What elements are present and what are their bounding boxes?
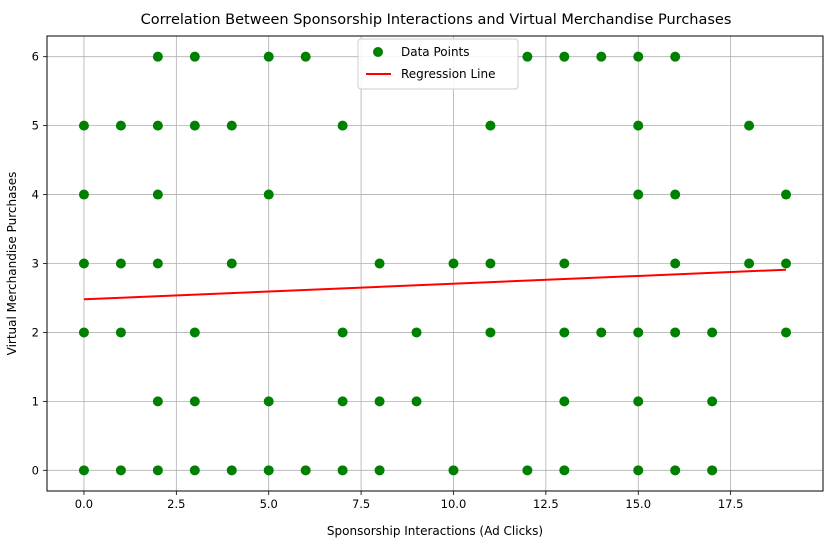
legend-label-regression-line: Regression Line: [401, 67, 495, 81]
data-point: [152, 396, 163, 407]
x-tick-label: 17.5: [718, 497, 744, 511]
data-point: [559, 396, 570, 407]
data-point: [707, 396, 718, 407]
data-point: [559, 258, 570, 269]
data-point: [226, 120, 237, 131]
data-point: [152, 189, 163, 200]
data-point: [781, 258, 792, 269]
data-point: [707, 327, 718, 338]
data-point: [226, 258, 237, 269]
data-point: [115, 327, 126, 338]
legend: Data Points Regression Line: [357, 38, 519, 90]
data-point: [263, 465, 274, 476]
y-tick-label: 1: [32, 394, 39, 408]
y-tick-label: 3: [32, 257, 39, 271]
data-point: [448, 465, 459, 476]
data-point: [115, 465, 126, 476]
legend-label-data-points: Data Points: [401, 45, 470, 59]
data-point: [374, 465, 385, 476]
data-point: [485, 327, 496, 338]
data-point: [522, 51, 533, 62]
data-point: [263, 51, 274, 62]
data-point: [559, 51, 570, 62]
data-point: [152, 465, 163, 476]
data-point: [670, 327, 681, 338]
data-point: [448, 258, 459, 269]
data-point: [596, 327, 607, 338]
x-tick-label: 0.0: [75, 497, 93, 511]
y-tick-label: 2: [32, 325, 39, 339]
y-axis-label: Virtual Merchandise Purchases: [5, 172, 19, 356]
y-tick-label: 5: [32, 119, 39, 133]
data-point: [485, 258, 496, 269]
data-point: [226, 465, 237, 476]
data-point: [337, 120, 348, 131]
x-tick-label: 5.0: [260, 497, 278, 511]
x-tick-label: 10.0: [441, 497, 467, 511]
data-point: [559, 465, 570, 476]
data-point: [78, 120, 89, 131]
data-point: [78, 258, 89, 269]
data-point: [115, 120, 126, 131]
data-point: [744, 258, 755, 269]
data-point: [670, 465, 681, 476]
data-point: [78, 189, 89, 200]
data-point: [411, 327, 422, 338]
x-tick-label: 15.0: [625, 497, 651, 511]
data-point: [300, 51, 311, 62]
regression-line: [83, 268, 787, 301]
x-tick-label: 7.5: [352, 497, 370, 511]
data-point: [374, 396, 385, 407]
data-point: [411, 396, 422, 407]
data-point: [189, 51, 200, 62]
y-tick-label: 6: [32, 50, 39, 64]
data-point: [707, 465, 718, 476]
grid: [47, 36, 823, 491]
x-axis-label: Sponsorship Interactions (Ad Clicks): [327, 524, 543, 538]
y-tick-label: 0: [32, 463, 39, 477]
data-point: [633, 396, 644, 407]
y-tick-label: 4: [32, 188, 39, 202]
data-point: [263, 396, 274, 407]
data-point: [485, 120, 496, 131]
data-point: [633, 189, 644, 200]
x-tick-label: 12.5: [533, 497, 559, 511]
legend-marker-data-points: [373, 47, 383, 57]
data-point: [781, 327, 792, 338]
data-point: [337, 327, 348, 338]
data-point: [633, 120, 644, 131]
data-point: [300, 465, 311, 476]
data-point: [670, 189, 681, 200]
data-point: [152, 120, 163, 131]
data-point: [559, 327, 570, 338]
data-point: [189, 396, 200, 407]
data-point: [189, 327, 200, 338]
data-point: [744, 120, 755, 131]
data-point: [78, 465, 89, 476]
data-point: [152, 258, 163, 269]
data-point: [337, 396, 348, 407]
plot-series: [78, 51, 792, 476]
data-point: [337, 465, 348, 476]
data-point: [596, 51, 607, 62]
data-point: [670, 258, 681, 269]
data-point: [633, 51, 644, 62]
data-point: [522, 465, 533, 476]
legend-box: [357, 38, 519, 90]
data-point: [633, 327, 644, 338]
data-point: [374, 258, 385, 269]
x-tick-label: 2.5: [167, 497, 185, 511]
data-point: [152, 51, 163, 62]
data-point: [78, 327, 89, 338]
axis-ticks: 0.0 2.5 5.0 7.5 10.0 12.5 15.0 17.5 0 1 2 3 4 5 6: [32, 50, 744, 511]
data-point: [189, 465, 200, 476]
data-point: [781, 189, 792, 200]
data-point: [115, 258, 126, 269]
data-point: [670, 51, 681, 62]
data-point: [189, 120, 200, 131]
data-point: [263, 189, 274, 200]
chart-title: Correlation Between Sponsorship Interact…: [141, 12, 732, 28]
data-point: [633, 465, 644, 476]
